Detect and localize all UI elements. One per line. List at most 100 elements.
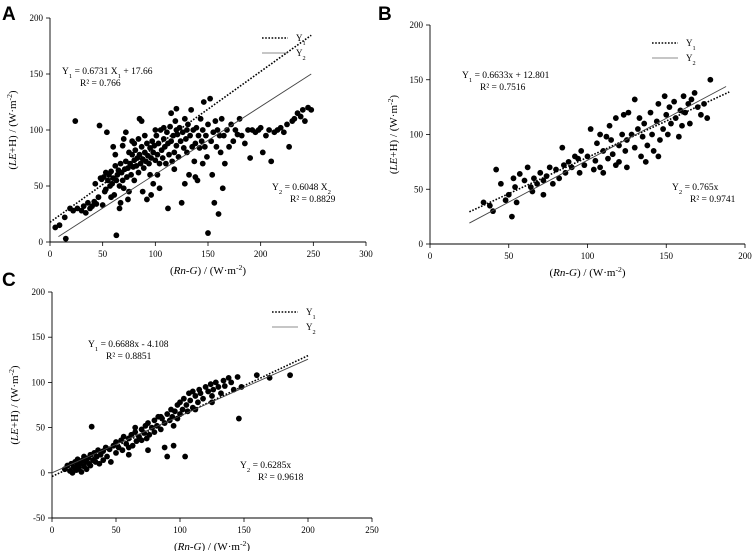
data-point — [286, 143, 293, 150]
y-tick-label: 0 — [419, 239, 424, 249]
data-point — [201, 143, 208, 150]
data-point — [183, 402, 190, 408]
data-point — [168, 110, 175, 117]
data-point — [80, 203, 87, 210]
data-point — [150, 180, 157, 187]
data-point — [120, 136, 127, 142]
y-tick-label: 100 — [30, 125, 44, 135]
data-point — [171, 166, 178, 173]
data-point — [132, 429, 139, 436]
data-point — [164, 453, 171, 460]
data-point — [543, 173, 550, 180]
legend-label: Y1 — [686, 38, 696, 52]
data-point — [184, 149, 190, 156]
y-tick-label: 0 — [39, 237, 44, 247]
data-point — [220, 377, 227, 384]
equation-line: R² = 0.9618 — [258, 473, 304, 483]
data-point — [207, 381, 214, 388]
data-point — [162, 160, 169, 167]
data-point — [620, 111, 627, 118]
data-point — [100, 174, 107, 180]
data-point — [177, 399, 183, 406]
data-point — [650, 148, 657, 154]
panel-letter: B — [378, 4, 392, 25]
data-point — [486, 202, 493, 209]
data-point — [113, 177, 120, 184]
panel-letter: A — [2, 4, 16, 25]
data-point — [165, 205, 171, 212]
data-point — [113, 232, 120, 239]
data-point — [137, 160, 144, 167]
data-point — [225, 374, 232, 381]
data-point — [178, 199, 185, 206]
data-point — [521, 177, 528, 184]
x-tick-label: 0 — [428, 251, 433, 261]
y-tick-label: 200 — [30, 13, 44, 23]
data-point — [173, 105, 180, 112]
data-point — [236, 115, 243, 122]
data-point — [524, 164, 531, 171]
data-point — [668, 120, 674, 127]
x-tick-label: 200 — [254, 249, 268, 259]
equation-line: Y1 = 0.6731 X1 + 17.66 — [62, 67, 153, 80]
data-point — [527, 184, 534, 190]
equation-line: R² = 0.8829 — [290, 195, 336, 205]
data-point — [172, 118, 179, 124]
data-point — [214, 127, 221, 133]
data-point — [138, 143, 145, 150]
data-point — [259, 149, 266, 156]
data-point — [297, 113, 304, 120]
data-point — [308, 106, 315, 113]
data-point — [280, 129, 287, 136]
x-tick-label: 0 — [48, 249, 53, 259]
data-point — [188, 106, 195, 113]
data-point — [157, 413, 164, 420]
data-point — [104, 453, 110, 460]
data-point — [100, 457, 107, 464]
data-point — [210, 386, 217, 393]
data-point — [108, 168, 114, 175]
y-axis-label: (LE+H) / (W·m-2) — [5, 90, 20, 170]
data-point — [608, 137, 615, 143]
data-point — [663, 111, 670, 118]
data-point — [154, 151, 161, 158]
x-tick-label: 150 — [237, 525, 251, 535]
legend-label: Y2 — [296, 48, 306, 62]
data-point — [120, 433, 127, 440]
data-point — [171, 149, 178, 156]
data-point — [117, 199, 124, 206]
y-tick-label: 150 — [30, 69, 44, 79]
data-point — [160, 136, 167, 142]
data-point — [512, 184, 518, 190]
data-point — [119, 447, 126, 454]
data-point — [166, 151, 172, 158]
x-tick-label: 200 — [301, 525, 315, 535]
data-point — [685, 100, 692, 107]
data-point — [560, 162, 567, 169]
data-point — [625, 109, 632, 116]
data-point — [152, 157, 159, 164]
data-point — [619, 131, 626, 138]
data-point — [704, 115, 711, 121]
data-point — [182, 136, 189, 142]
data-point — [510, 175, 517, 182]
data-point — [139, 188, 146, 195]
data-point — [221, 160, 228, 167]
data-point — [661, 93, 668, 100]
data-point — [160, 124, 167, 131]
data-point — [228, 379, 235, 386]
data-point — [219, 185, 226, 192]
data-point — [107, 459, 114, 465]
data-point — [205, 230, 211, 236]
x-tick-label: 0 — [50, 525, 55, 535]
data-point — [513, 199, 520, 206]
data-point — [302, 118, 308, 124]
data-point — [133, 438, 140, 445]
data-point — [217, 149, 224, 156]
data-point — [180, 395, 187, 402]
